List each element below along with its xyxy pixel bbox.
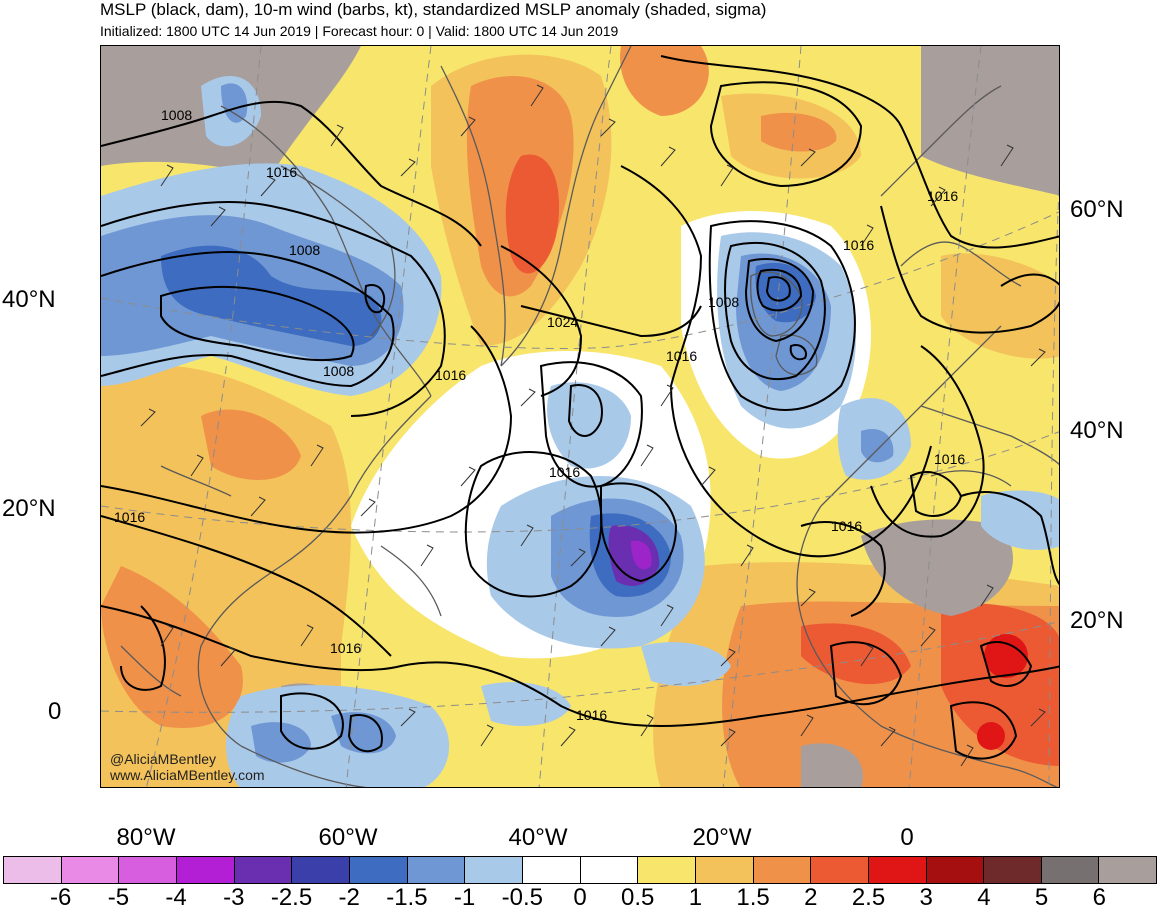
lon-label-0: 0 xyxy=(900,824,914,851)
anomaly-shading xyxy=(101,46,1059,787)
colorbar-swatch xyxy=(1041,857,1100,883)
contour-label: 1016 xyxy=(266,164,297,180)
contour-label: 1016 xyxy=(666,348,697,364)
colorbar-swatch xyxy=(868,857,927,883)
lon-label-20w: 20°W xyxy=(692,824,752,851)
colorbar-tick-label: 1.5 xyxy=(736,884,770,911)
colorbar-tick-label: 5 xyxy=(1034,884,1049,911)
colorbar-tick-label: 2.5 xyxy=(851,884,886,911)
colorbar-tick-label: 1 xyxy=(688,884,703,911)
colorbar-swatch xyxy=(1099,857,1157,883)
colorbar-tick-label: 3 xyxy=(919,884,933,911)
contour-label: 1008 xyxy=(323,363,354,379)
colorbar-swatch xyxy=(292,857,350,883)
contour-label: 1024 xyxy=(547,314,578,330)
colorbar-tick-label: -4 xyxy=(165,884,187,911)
lon-label-60w: 60°W xyxy=(318,824,378,851)
lat-label-right-40n: 40°N xyxy=(1070,417,1124,444)
lat-label-right-60n: 60°N xyxy=(1070,196,1124,223)
colorbar-swatch xyxy=(522,857,581,883)
colorbar-tick-label: 0.5 xyxy=(621,884,655,911)
credit-website: www.AliciaMBentley.com xyxy=(110,767,265,783)
contour-label: 1016 xyxy=(330,640,361,656)
colorbar-swatch xyxy=(119,857,177,883)
contour-label: 1016 xyxy=(934,451,965,467)
colorbar-swatch xyxy=(4,857,62,883)
lat-label-right-20n: 20°N xyxy=(1070,607,1124,634)
colorbar-tick-label: -2 xyxy=(338,884,360,911)
colorbar-tick-label: -6 xyxy=(50,884,72,911)
colorbar xyxy=(3,856,1157,884)
colorbar-tick-label: -1.5 xyxy=(386,884,428,911)
colorbar-tick-label: -2.5 xyxy=(270,884,313,911)
contour-label: 1008 xyxy=(289,242,320,258)
lat-label-left-40n: 40°N xyxy=(2,286,56,313)
lon-label-40w: 40°W xyxy=(508,824,568,851)
colorbar-tick-label: 6 xyxy=(1092,884,1106,911)
credit-twitter: @AliciaMBentley xyxy=(110,751,217,767)
map-title: MSLP (black, dam), 10-m wind (barbs, kt)… xyxy=(100,0,767,19)
lat-label-left-20n: 20°N xyxy=(2,495,56,522)
colorbar-swatch xyxy=(753,857,812,883)
colorbar-swatch xyxy=(176,857,235,883)
contour-label: 1016 xyxy=(831,518,862,534)
colorbar-tick-label: 2 xyxy=(804,884,818,911)
contour-label: 1016 xyxy=(927,188,958,204)
colorbar-swatch xyxy=(638,857,696,883)
colorbar-swatch xyxy=(926,857,985,883)
contour-label: 1008 xyxy=(708,294,739,310)
lat-label-left-0: 0 xyxy=(48,698,62,725)
mslp-contours xyxy=(101,55,1059,760)
colorbar-swatch xyxy=(349,857,408,883)
colorbar-swatch xyxy=(984,857,1042,883)
colorbar-tick-label: 4 xyxy=(977,884,991,911)
colorbar-swatch xyxy=(465,857,523,883)
weather-map: 1008 1016 1008 1008 1016 1024 1016 1008 … xyxy=(100,45,1060,788)
colorbar-swatch xyxy=(695,857,754,883)
contour-label: 1016 xyxy=(435,367,466,383)
colorbar-swatch xyxy=(61,857,120,883)
contour-label: 1016 xyxy=(114,509,145,525)
colorbar-tick-label: 0 xyxy=(573,884,587,911)
wind-barbs xyxy=(140,84,1046,767)
colorbar-tick-label: -0.5 xyxy=(501,884,543,911)
colorbar-swatch xyxy=(407,857,466,883)
colorbar-swatch xyxy=(580,857,639,883)
contour-label: 1008 xyxy=(161,107,192,123)
colorbar-tick-label: -1 xyxy=(453,884,476,911)
contour-label: 1016 xyxy=(576,707,607,723)
contour-labels: 1008 1016 1008 1008 1016 1024 1016 1008 … xyxy=(114,107,965,723)
contour-label: 1016 xyxy=(843,237,874,253)
map-canvas: 1008 1016 1008 1008 1016 1024 1016 1008 … xyxy=(101,46,1059,787)
colorbar-tick-label: -5 xyxy=(107,884,130,911)
contour-label: 1016 xyxy=(549,464,580,480)
map-subtitle: Initialized: 1800 UTC 14 Jun 2019 | Fore… xyxy=(100,23,619,39)
coastlines xyxy=(120,46,1059,787)
colorbar-tick-label: -3 xyxy=(223,884,245,911)
colorbar-swatch xyxy=(811,857,869,883)
lon-label-80w: 80°W xyxy=(116,824,176,851)
colorbar-swatch xyxy=(234,857,293,883)
